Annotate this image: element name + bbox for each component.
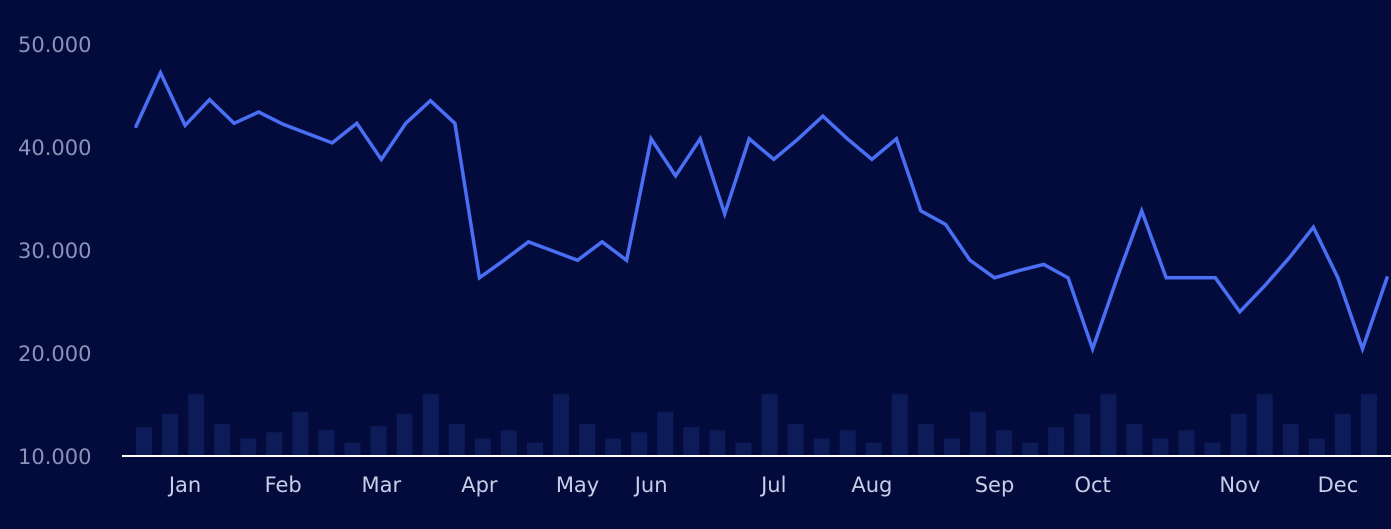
y-tick-label: 50.000 <box>18 33 91 57</box>
volume-bar <box>214 424 231 456</box>
x-axis: Jan Feb Mar Apr May Jun Jul Aug Sep Oct Nov Dec <box>167 473 1358 497</box>
y-tick-label: 40.000 <box>18 136 91 160</box>
y-tick-label: 10.000 <box>18 445 91 469</box>
volume-bar <box>1204 442 1221 456</box>
x-tick-label: Aug <box>851 473 892 497</box>
volume-bar <box>631 432 648 456</box>
volume-bar <box>1152 438 1169 456</box>
volume-bar <box>579 424 596 456</box>
x-tick-label: May <box>556 473 599 497</box>
y-axis: 10.000 20.000 30.000 40.000 50.000 <box>18 33 91 469</box>
volume-bar <box>683 427 700 456</box>
volume-bar <box>240 438 257 456</box>
volume-bar <box>292 411 309 456</box>
y-tick-label: 20.000 <box>18 342 91 366</box>
volume-bar <box>917 424 934 456</box>
x-tick-label: Jul <box>759 473 786 497</box>
volume-bar <box>396 413 413 456</box>
volume-bar <box>891 394 908 456</box>
series-lines <box>134 68 1389 355</box>
volume-bar <box>1022 442 1039 456</box>
volume-bar <box>787 424 804 456</box>
volume-bar <box>422 394 439 456</box>
y-tick-label: 30.000 <box>18 239 91 263</box>
x-tick-label: Jan <box>167 473 201 497</box>
volume-bar <box>553 394 569 456</box>
volume-bar <box>1178 430 1195 456</box>
volume-bar <box>657 411 674 456</box>
volume-bar <box>370 426 387 456</box>
volume-bar <box>865 442 882 456</box>
x-tick-label: Apr <box>461 473 498 497</box>
volume-bar <box>943 438 960 456</box>
volume-bar <box>1360 394 1377 456</box>
volume-bar <box>526 442 543 456</box>
volume-bar <box>1334 413 1351 456</box>
volume-bar <box>474 438 491 456</box>
volume-bar <box>1126 424 1143 456</box>
volume-bar <box>188 394 205 456</box>
x-tick-label: Nov <box>1219 473 1260 497</box>
volume-bar <box>761 394 778 456</box>
volume-bar <box>1048 427 1065 456</box>
x-tick-label: Dec <box>1318 473 1359 497</box>
volume-bar <box>1256 394 1273 456</box>
volume-bar <box>996 430 1013 456</box>
volume-bar <box>1308 438 1325 456</box>
series-line <box>134 68 1389 355</box>
volume-bar <box>136 427 152 456</box>
volume-bar <box>709 430 726 456</box>
x-tick-label: Mar <box>361 473 401 497</box>
volume-bar <box>605 438 622 456</box>
x-tick-label: Feb <box>265 473 302 497</box>
volume-bars <box>136 394 1377 456</box>
volume-bar <box>970 411 986 456</box>
volume-bar <box>162 413 179 456</box>
x-tick-label: Oct <box>1074 473 1110 497</box>
volume-bar <box>1074 413 1091 456</box>
volume-bar <box>318 430 335 456</box>
volume-bar <box>500 430 517 456</box>
volume-bar <box>1282 424 1299 456</box>
volume-bar <box>1100 394 1117 456</box>
x-tick-label: Sep <box>975 473 1015 497</box>
volume-bar <box>839 430 856 456</box>
volume-bar <box>344 442 361 456</box>
volume-bar <box>813 438 830 456</box>
volume-bar <box>448 424 465 456</box>
volume-bar <box>735 442 752 456</box>
volume-bar <box>1230 413 1247 456</box>
x-tick-label: Jun <box>633 473 668 497</box>
volume-bar <box>266 432 283 456</box>
